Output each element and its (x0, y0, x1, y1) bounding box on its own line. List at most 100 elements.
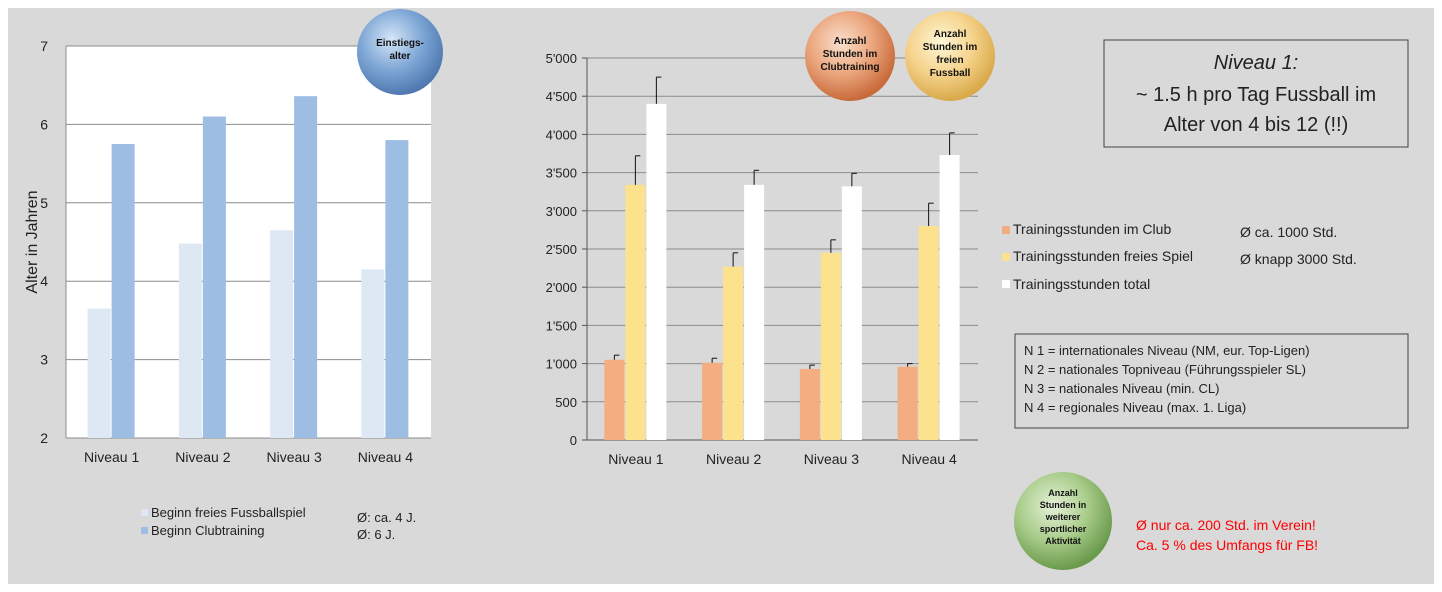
bar-freies-spiel (87, 308, 111, 438)
legend-note: Ø knapp 3000 Std. (1240, 251, 1357, 267)
legend-swatch (1002, 253, 1010, 261)
bubble-text-line: alter (389, 51, 410, 62)
y-tick-label: 2 (40, 430, 48, 446)
bar-total (646, 103, 667, 440)
red-note: Ø nur ca. 200 Std. im Verein! Ca. 5 % de… (1136, 517, 1318, 553)
bubble-circle (1014, 472, 1112, 570)
legend-swatch (141, 509, 148, 516)
y-tick-label: 3'500 (546, 166, 577, 181)
definition-line: N 3 = nationales Niveau (min. CL) (1024, 381, 1219, 396)
bubble-circle (805, 11, 895, 101)
bubble-text-line: Einstiegs- (376, 38, 424, 49)
y-tick-label: 5'000 (546, 51, 577, 66)
y-tick-label: 1'500 (546, 318, 577, 333)
bubble-text-line: Stunden im (923, 42, 978, 53)
bubble-circle (357, 9, 443, 95)
x-tick-label: Niveau 1 (608, 451, 663, 467)
bar-freies-spiel (723, 266, 744, 440)
bubble-text-line: Clubtraining (821, 62, 880, 73)
bar-clubtraining (294, 96, 318, 439)
y-tick-label: 2'500 (546, 242, 577, 257)
legend-label: Beginn freies Fussballspiel (151, 505, 306, 520)
clubtraining-bubble: Anzahl Stunden im Clubtraining (805, 11, 895, 101)
red-note-line: Ø nur ca. 200 Std. im Verein! (1136, 517, 1316, 533)
right-x-tick-labels: Niveau 1 Niveau 2 Niveau 3 Niveau 4 (608, 451, 957, 467)
definition-line: N 1 = internationales Niveau (NM, eur. T… (1024, 343, 1310, 358)
bar-club (897, 366, 918, 440)
bubble-text-line: freien (936, 55, 963, 66)
bar-club (604, 359, 625, 440)
legend-note: Ø: 6 J. (357, 527, 395, 542)
x-tick-label: Niveau 3 (804, 451, 859, 467)
bubble-text-line: sportlicher (1040, 524, 1087, 534)
y-tick-label: 1'000 (546, 357, 577, 372)
red-note-line: Ca. 5 % des Umfangs für FB! (1136, 537, 1318, 553)
left-y-axis-label: Alter in Jahren (24, 190, 41, 293)
definition-line: N 2 = nationales Topniveau (Führungsspie… (1024, 362, 1306, 377)
bar-freies-spiel (820, 252, 841, 440)
y-tick-label: 6 (40, 116, 48, 132)
bar-freies-spiel (178, 243, 202, 438)
x-tick-label: Niveau 2 (175, 449, 230, 465)
definitions-box (1014, 333, 1409, 429)
legend-swatch (1002, 226, 1010, 234)
y-tick-label: 5 (40, 195, 48, 211)
legend-label: Trainingsstunden total (1013, 276, 1150, 292)
bar-club (702, 362, 723, 440)
bar-freies-spiel (270, 230, 294, 438)
bar-freies-spiel (625, 184, 646, 440)
definition-line: N 4 = regionales Niveau (max. 1. Liga) (1024, 400, 1246, 415)
bar-total (744, 184, 765, 440)
callout-text: ~ 1.5 h pro Tag Fussball im (1136, 84, 1376, 106)
right-bars (604, 103, 960, 440)
left-bars (87, 96, 409, 439)
legend-label: Trainingsstunden im Club (1013, 221, 1171, 237)
left-legend: Beginn freies Fussballspiel Beginn Clubt… (141, 505, 416, 542)
bar-total (939, 155, 960, 440)
callout-box (1103, 39, 1409, 148)
legend-label: Beginn Clubtraining (151, 523, 264, 538)
legend-note: Ø: ca. 4 J. (357, 510, 416, 525)
y-tick-label: 4 (40, 273, 48, 289)
legend-label: Trainingsstunden freies Spiel (1013, 248, 1193, 264)
bubble-circle (905, 11, 995, 101)
legend-swatch (1002, 280, 1010, 288)
y-tick-label: 7 (40, 38, 48, 54)
callout-title: Niveau 1: (1214, 52, 1299, 74)
y-tick-label: 4'000 (546, 127, 577, 142)
bubble-text-line: Aktivität (1045, 536, 1081, 546)
x-tick-label: Niveau 4 (358, 449, 413, 465)
niveau-1-callout: Niveau 1: ~ 1.5 h pro Tag Fussball im Al… (1103, 39, 1409, 148)
y-tick-label: 3'000 (546, 204, 577, 219)
bubble-text-line: Stunden in (1040, 500, 1087, 510)
level-definitions: N 1 = internationales Niveau (NM, eur. T… (1014, 333, 1409, 429)
bar-total (841, 186, 862, 440)
bubble-text-line: Anzahl (834, 36, 867, 47)
left-x-tick-labels: Niveau 1 Niveau 2 Niveau 3 Niveau 4 (84, 449, 413, 465)
x-tick-label: Niveau 1 (84, 449, 139, 465)
left-y-tick-labels: 2 3 4 5 6 7 (40, 38, 48, 446)
legend-note: Ø ca. 1000 Std. (1240, 224, 1337, 240)
bubble-text-line: Fussball (930, 68, 971, 79)
bar-clubtraining (202, 116, 226, 438)
bar-freies-spiel (918, 226, 939, 440)
right-y-tick-labels: 0 500 1'000 1'500 2'000 2'500 3'000 3'500 4'000 4… (546, 51, 577, 448)
x-tick-label: Niveau 4 (901, 451, 956, 467)
right-legend: Trainingsstunden im Club Trainingsstunde… (1002, 221, 1357, 292)
bubble-text-line: Anzahl (1048, 488, 1078, 498)
y-tick-label: 0 (570, 433, 577, 448)
bubble-text-line: Anzahl (934, 29, 967, 40)
y-tick-label: 4'500 (546, 89, 577, 104)
right-error-bars (613, 76, 955, 369)
bar-club (799, 368, 820, 440)
right-chart: 0 500 1'000 1'500 2'000 2'500 3'000 3'500 4'000 4… (546, 51, 978, 467)
callout-text: Alter von 4 bis 12 (!!) (1164, 114, 1349, 136)
bar-clubtraining (385, 140, 409, 438)
x-tick-label: Niveau 3 (266, 449, 321, 465)
einstiegsalter-bubble: Einstiegs- alter (357, 9, 443, 95)
bubble-text-line: Stunden im (823, 49, 878, 60)
weitere-aktivitaet-bubble: Anzahl Stunden in weiterer sportlicher A… (1014, 472, 1112, 570)
bar-freies-spiel (361, 269, 385, 438)
